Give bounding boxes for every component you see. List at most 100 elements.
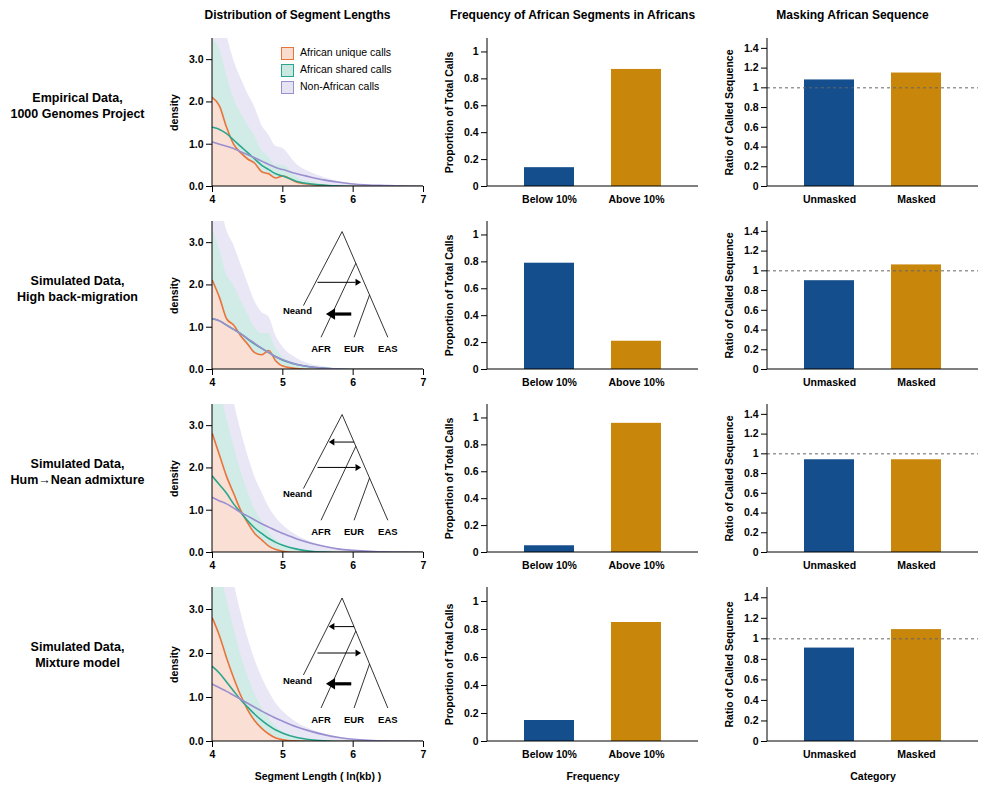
- svg-text:5: 5: [280, 376, 286, 388]
- svg-text:2.0: 2.0: [189, 278, 204, 290]
- svg-text:1: 1: [753, 632, 759, 644]
- svg-text:3.0: 3.0: [189, 236, 204, 248]
- svg-text:0: 0: [753, 180, 759, 192]
- svg-text:1.0: 1.0: [189, 321, 204, 333]
- svg-text:density: density: [168, 94, 180, 131]
- svg-text:AFR: AFR: [311, 526, 331, 537]
- svg-text:Above 10%: Above 10%: [608, 748, 665, 760]
- svg-text:0.2: 0.2: [464, 707, 479, 719]
- svg-text:AFR: AFR: [311, 343, 331, 354]
- svg-text:7: 7: [421, 559, 427, 571]
- svg-text:Proportion of Total Calls: Proportion of Total Calls: [443, 603, 455, 725]
- svg-text:0.2: 0.2: [464, 519, 479, 531]
- svg-text:4: 4: [210, 559, 216, 571]
- svg-text:0: 0: [473, 180, 479, 192]
- svg-text:1: 1: [473, 228, 479, 240]
- svg-text:0.8: 0.8: [464, 72, 479, 84]
- svg-text:Unmasked: Unmasked: [803, 559, 856, 571]
- svg-text:density: density: [168, 460, 180, 497]
- svg-text:Unmasked: Unmasked: [803, 748, 856, 760]
- svg-text:1.0: 1.0: [189, 504, 204, 516]
- svg-text:1: 1: [753, 264, 759, 276]
- svg-text:3.0: 3.0: [189, 53, 204, 65]
- svg-text:Masked: Masked: [897, 559, 936, 571]
- svg-text:2.0: 2.0: [189, 461, 204, 473]
- svg-text:Neand: Neand: [283, 675, 312, 686]
- svg-text:Proportion of Total Calls: Proportion of Total Calls: [443, 234, 455, 356]
- svg-text:0.2: 0.2: [744, 714, 759, 726]
- svg-text:1.4: 1.4: [744, 591, 759, 603]
- svg-text:1.2: 1.2: [744, 244, 759, 256]
- svg-text:0.6: 0.6: [744, 673, 759, 685]
- svg-text:EAS: EAS: [378, 714, 398, 725]
- svg-text:1: 1: [473, 45, 479, 57]
- svg-text:4: 4: [210, 748, 216, 760]
- svg-text:6: 6: [350, 748, 356, 760]
- svg-text:Proportion of Total Calls: Proportion of Total Calls: [443, 417, 455, 539]
- svg-text:1: 1: [753, 81, 759, 93]
- svg-text:EUR: EUR: [344, 714, 364, 725]
- svg-text:0.8: 0.8: [464, 438, 479, 450]
- svg-text:Below 10%: Below 10%: [522, 193, 578, 205]
- svg-text:0.0: 0.0: [189, 735, 204, 747]
- svg-text:1.2: 1.2: [744, 61, 759, 73]
- svg-text:6: 6: [350, 376, 356, 388]
- svg-text:1.2: 1.2: [744, 427, 759, 439]
- svg-text:0.2: 0.2: [744, 526, 759, 538]
- svg-text:6: 6: [350, 559, 356, 571]
- svg-text:Ratio of Called Sequence: Ratio of Called Sequence: [723, 232, 735, 358]
- svg-text:0.4: 0.4: [464, 126, 479, 138]
- svg-text:0.6: 0.6: [744, 304, 759, 316]
- svg-text:1: 1: [473, 411, 479, 423]
- svg-text:0.6: 0.6: [744, 121, 759, 133]
- svg-text:0.4: 0.4: [744, 694, 759, 706]
- svg-text:2.0: 2.0: [189, 95, 204, 107]
- svg-text:Below 10%: Below 10%: [522, 376, 578, 388]
- svg-text:0.6: 0.6: [464, 99, 479, 111]
- svg-text:Unmasked: Unmasked: [803, 376, 856, 388]
- svg-text:0.8: 0.8: [464, 255, 479, 267]
- svg-text:AFR: AFR: [311, 714, 331, 725]
- svg-text:Ratio of Called Sequence: Ratio of Called Sequence: [723, 601, 735, 727]
- svg-text:density: density: [168, 277, 180, 314]
- svg-text:7: 7: [421, 193, 427, 205]
- svg-text:0.0: 0.0: [189, 546, 204, 558]
- svg-text:1: 1: [753, 447, 759, 459]
- svg-text:0.4: 0.4: [744, 323, 759, 335]
- svg-text:Above 10%: Above 10%: [608, 193, 665, 205]
- svg-text:0.8: 0.8: [744, 467, 759, 479]
- svg-text:Proportion of Total Calls: Proportion of Total Calls: [443, 51, 455, 173]
- svg-text:0.4: 0.4: [744, 140, 759, 152]
- svg-text:3.0: 3.0: [189, 419, 204, 431]
- svg-text:5: 5: [280, 193, 286, 205]
- svg-text:1.2: 1.2: [744, 612, 759, 624]
- svg-text:0: 0: [753, 363, 759, 375]
- svg-text:Below 10%: Below 10%: [522, 559, 578, 571]
- svg-text:EAS: EAS: [378, 343, 398, 354]
- svg-text:density: density: [168, 646, 180, 683]
- svg-text:0.4: 0.4: [464, 492, 479, 504]
- svg-text:0.6: 0.6: [464, 465, 479, 477]
- svg-text:6: 6: [350, 193, 356, 205]
- svg-text:Frequency: Frequency: [566, 770, 619, 782]
- svg-text:EAS: EAS: [378, 526, 398, 537]
- svg-text:0: 0: [473, 546, 479, 558]
- svg-text:1.4: 1.4: [744, 408, 759, 420]
- svg-text:5: 5: [280, 748, 286, 760]
- svg-text:1.4: 1.4: [744, 225, 759, 237]
- svg-text:Category: Category: [850, 770, 896, 782]
- svg-text:0.8: 0.8: [744, 101, 759, 113]
- svg-text:3.0: 3.0: [189, 603, 204, 615]
- svg-text:1.4: 1.4: [744, 42, 759, 54]
- svg-text:Masked: Masked: [897, 376, 936, 388]
- svg-text:Neand: Neand: [283, 488, 312, 499]
- svg-text:Segment Length ( ln(kb) ): Segment Length ( ln(kb) ): [255, 770, 382, 782]
- svg-text:Above 10%: Above 10%: [608, 559, 665, 571]
- svg-text:0.0: 0.0: [189, 363, 204, 375]
- svg-text:Ratio of Called Sequence: Ratio of Called Sequence: [723, 415, 735, 541]
- svg-text:0.2: 0.2: [464, 336, 479, 348]
- svg-text:0.6: 0.6: [744, 487, 759, 499]
- svg-text:0.4: 0.4: [464, 309, 479, 321]
- svg-text:5: 5: [280, 559, 286, 571]
- svg-text:EUR: EUR: [344, 526, 364, 537]
